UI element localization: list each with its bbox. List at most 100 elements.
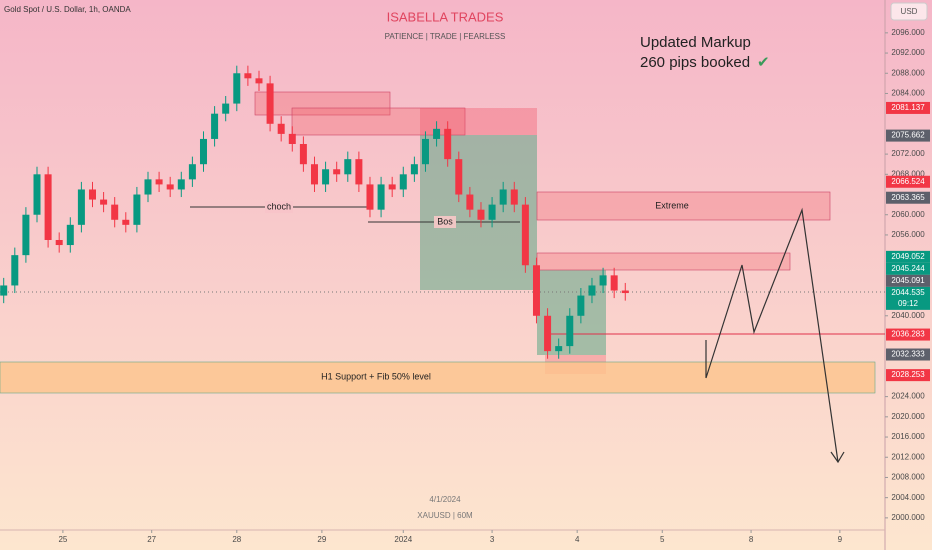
candle-body [433,128,441,139]
candle-body [222,103,230,114]
support-zone [0,361,876,394]
y-tick-label: 2060.000 [891,210,925,219]
candle-body [0,285,8,296]
candle-body [555,346,563,352]
choch-label: choch [267,201,291,211]
extreme-label: Extreme [655,200,689,210]
arrow-head [830,451,845,464]
check-mark: ✔ [757,54,770,71]
y-tick-label: 2024.000 [891,392,925,401]
price-tag [886,262,930,275]
candle-body [177,179,185,190]
price-tag-label: 2028.253 [891,370,925,379]
candle-body [521,204,529,266]
candle-body [610,275,618,291]
y-tick-label: 2092.000 [891,48,925,57]
footer-symbol: XAUUSD | 60M [417,511,473,520]
candle-body [244,73,252,79]
candle-body [455,159,463,195]
projection-path [705,207,839,463]
candle-body [377,184,385,210]
support-label: H1 Support + Fib 50% level [321,371,431,381]
label-bg [434,216,456,228]
candle-body [66,224,74,246]
extreme-zone [536,191,831,221]
y-tick-label: 2004.000 [891,493,925,502]
candle-body [532,265,540,316]
bos-label: Bos [437,216,453,226]
y-tick-label: 2096.000 [891,28,925,37]
y-tick-label: 2084.000 [891,89,925,98]
price-tag-label: 2045.091 [891,276,925,285]
candle-body [188,164,196,180]
y-tick-label: 2056.000 [891,230,925,239]
x-tick-label: 9 [838,535,843,544]
candle-body [88,189,96,200]
candle-body [510,189,518,205]
candle-body [621,290,629,294]
candle-body [477,209,485,220]
candle-body [155,179,163,185]
candle-body [399,174,407,190]
candle-body [366,184,374,210]
candle-body [488,204,496,220]
candle-body [388,184,396,190]
price-tag-label: 2032.333 [891,350,925,359]
zone [536,252,791,271]
y-tick-label: 2000.000 [891,513,925,522]
candle-body [22,214,30,256]
candle-body [144,179,152,195]
currency[interactable]: USD [901,7,918,16]
y-tick-label: 2008.000 [891,473,925,482]
candle-body [122,219,130,225]
price-tag-label: 2081.137 [891,103,925,112]
countdown: 09:12 [898,299,919,308]
x-tick-label: 29 [317,535,326,544]
price-tag [886,286,930,310]
y-tick-label: 2016.000 [891,432,925,441]
candle-body [55,239,63,246]
candle-body [299,143,307,165]
x-tick-label: 28 [232,535,241,544]
y-tick-label: 2012.000 [891,452,925,461]
title: ISABELLA TRADES [387,9,504,24]
price-tag-label: 2075.662 [891,131,925,140]
candle-body [444,128,452,160]
x-tick-label: 27 [147,535,156,544]
candle-body [199,138,207,165]
x-tick-label: 8 [749,535,754,544]
price-tag-label: 2044.535 [891,288,925,297]
price-tag-label: 2045.244 [891,264,925,273]
x-tick-label: 3 [490,535,495,544]
candle-body [166,184,174,190]
candle-body [33,174,41,215]
candle-body [588,285,596,296]
y-tick-label: 2088.000 [891,68,925,77]
price-tag [886,274,930,287]
candle-body [421,138,429,165]
candle-body [577,295,585,316]
y-tick-label: 2040.000 [891,311,925,320]
price-tag [886,129,930,142]
price-tag-label: 2049.052 [891,252,925,261]
candle-body [544,315,552,352]
candle-body [211,113,219,139]
candle-body [277,123,285,134]
candle-body [255,78,263,84]
price-tag-label: 2036.283 [891,330,925,339]
candle-body [333,169,341,175]
candle-body [233,73,241,104]
drawings: choch Bos Extreme H1 Support + Fib 50% l… [0,91,885,464]
price-tag [886,175,930,188]
label-bg [265,201,293,213]
price-tag [886,369,930,382]
candle-body [288,133,296,144]
currency-button[interactable] [890,2,928,21]
candle-body [111,204,119,220]
candle-body [355,159,363,185]
candle-body [410,164,418,175]
price-tag [886,250,930,263]
candle-body [566,315,574,347]
candle-body [466,194,474,210]
